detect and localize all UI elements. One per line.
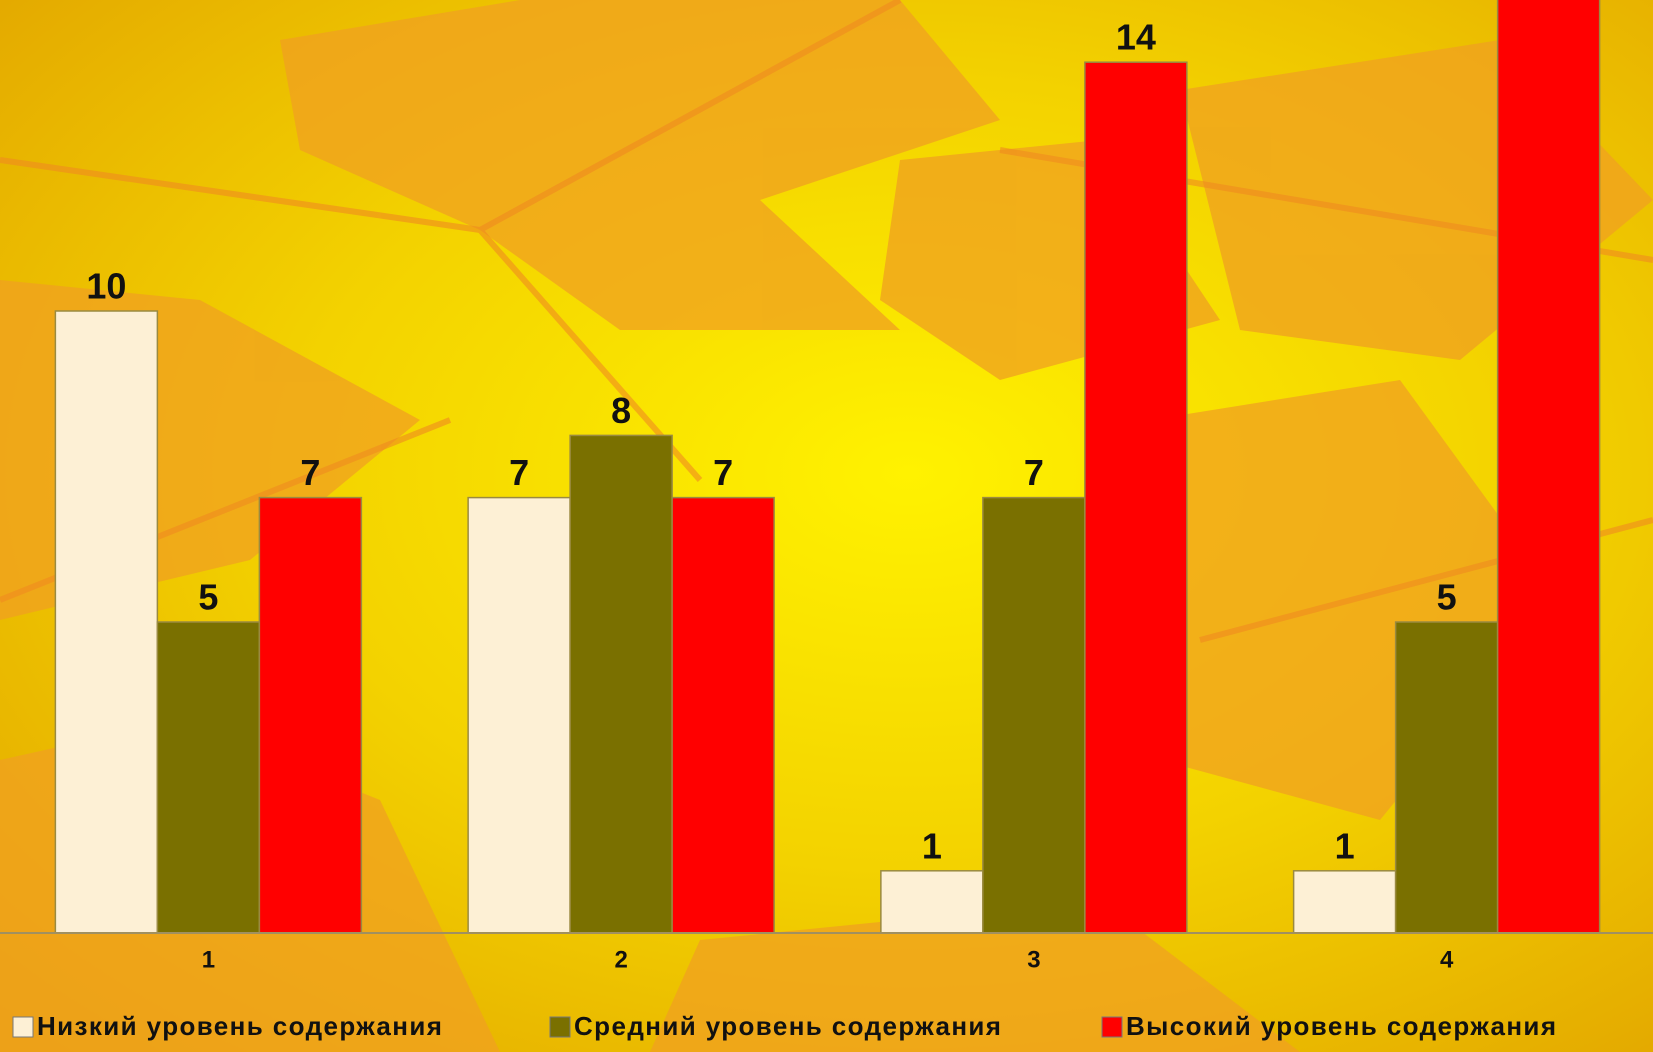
bar bbox=[468, 498, 570, 933]
value-label: 14 bbox=[1116, 17, 1156, 58]
legend-swatch bbox=[550, 1017, 570, 1037]
bar bbox=[983, 498, 1085, 933]
legend-swatch bbox=[13, 1017, 33, 1037]
chart: 1105727873171441516Низкий уровень содерж… bbox=[0, 0, 1653, 1052]
legend-label: Средний уровень содержания bbox=[574, 1011, 1002, 1041]
legend-item: Низкий уровень содержания bbox=[13, 1011, 443, 1041]
value-label: 10 bbox=[86, 266, 126, 307]
value-label: 1 bbox=[922, 825, 942, 866]
bar bbox=[881, 871, 983, 933]
value-label: 7 bbox=[509, 452, 529, 493]
legend-item: Средний уровень содержания bbox=[550, 1011, 1002, 1041]
bar bbox=[1085, 62, 1187, 933]
value-label: 7 bbox=[300, 452, 320, 493]
bar bbox=[1294, 871, 1396, 933]
bar bbox=[55, 311, 157, 933]
bar bbox=[672, 498, 774, 933]
value-label: 5 bbox=[198, 577, 218, 618]
value-label: 5 bbox=[1437, 577, 1457, 618]
legend-swatch bbox=[1102, 1017, 1122, 1037]
bar bbox=[157, 622, 259, 933]
x-tick-label: 2 bbox=[614, 946, 627, 973]
x-tick-label: 3 bbox=[1027, 946, 1040, 973]
x-tick-label: 1 bbox=[202, 946, 215, 973]
value-label: 8 bbox=[611, 390, 631, 431]
legend-label: Низкий уровень содержания bbox=[37, 1011, 443, 1041]
value-label: 7 bbox=[713, 452, 733, 493]
bar bbox=[1396, 622, 1498, 933]
page: 1105727873171441516Низкий уровень содерж… bbox=[0, 0, 1653, 1052]
legend-label: Высокий уровень содержания bbox=[1126, 1011, 1557, 1041]
bar bbox=[259, 498, 361, 933]
bar bbox=[1498, 0, 1600, 933]
x-tick-label: 4 bbox=[1440, 946, 1454, 973]
value-label: 1 bbox=[1335, 825, 1355, 866]
value-label: 7 bbox=[1024, 452, 1044, 493]
legend-item: Высокий уровень содержания bbox=[1102, 1011, 1557, 1041]
bar bbox=[570, 435, 672, 933]
